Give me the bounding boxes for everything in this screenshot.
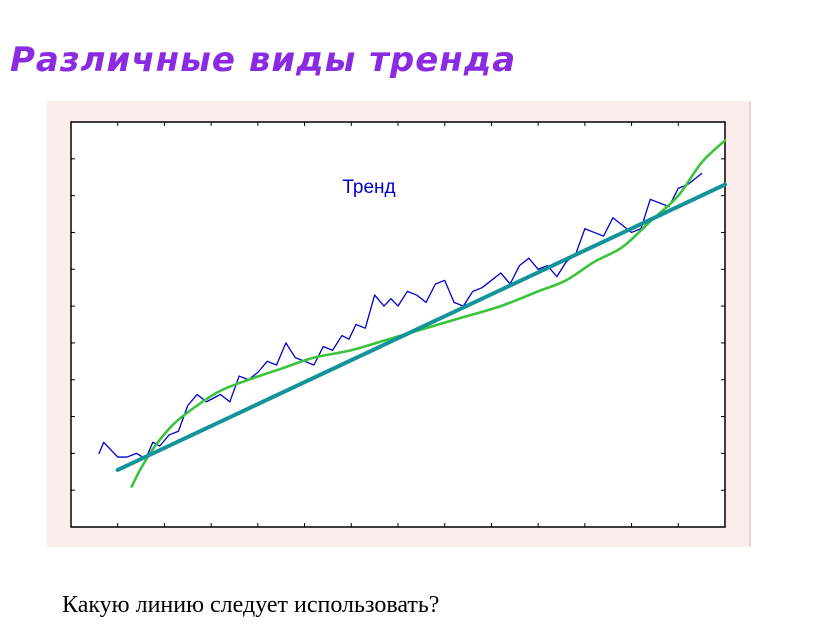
series-group (98, 139, 727, 488)
trend-chart: Тренд (70, 121, 727, 528)
data-series-line (98, 172, 703, 460)
axis-ticks (71, 122, 726, 527)
slide-title: Различные виды тренда (10, 40, 517, 80)
linear-trend-line (115, 182, 727, 472)
plot-area (70, 121, 726, 528)
question-text: Какую линию следует использовать? (62, 592, 440, 618)
chart-annotation: Тренд (342, 177, 395, 198)
chart-panel-edge (749, 101, 751, 547)
